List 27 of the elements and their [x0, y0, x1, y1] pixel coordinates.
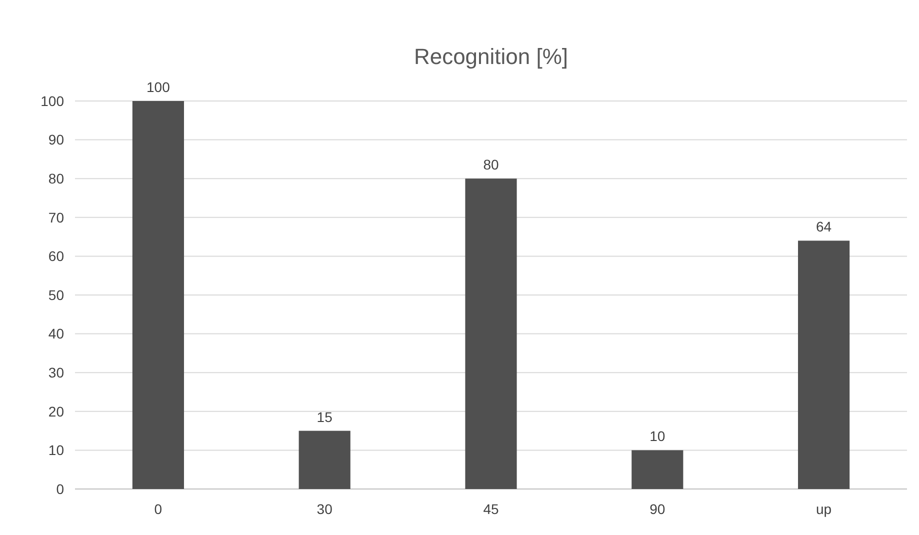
- bar: [298, 430, 350, 489]
- data-label: 80: [483, 156, 499, 173]
- y-tick-label: 90: [48, 132, 64, 148]
- bar: [132, 101, 184, 489]
- y-tick-label: 10: [48, 442, 64, 458]
- y-tick-label: 70: [48, 209, 64, 226]
- data-label: 64: [816, 218, 832, 235]
- y-tick-label: 100: [40, 92, 64, 109]
- y-tick-label: 30: [48, 364, 64, 380]
- y-tick-label: 40: [48, 326, 64, 342]
- bar: [798, 240, 850, 489]
- data-label: 10: [650, 428, 666, 444]
- y-tick-label: 50: [48, 286, 64, 303]
- bar: [465, 178, 517, 489]
- y-tick-label: 60: [48, 248, 64, 264]
- x-tick-label: 30: [316, 501, 333, 517]
- x-tick-label: 0: [154, 501, 162, 517]
- y-tick-label: 20: [48, 403, 64, 420]
- chart-title: Recognition [%]: [414, 44, 568, 69]
- data-label: 100: [146, 79, 170, 95]
- x-tick-label: 45: [483, 501, 499, 517]
- y-tick-label: 0: [56, 480, 64, 497]
- x-tick-label: 90: [650, 501, 666, 517]
- x-tick-label: up: [816, 501, 832, 517]
- y-tick-label: 80: [48, 170, 64, 186]
- bar: [632, 450, 684, 489]
- data-label: 15: [316, 408, 333, 425]
